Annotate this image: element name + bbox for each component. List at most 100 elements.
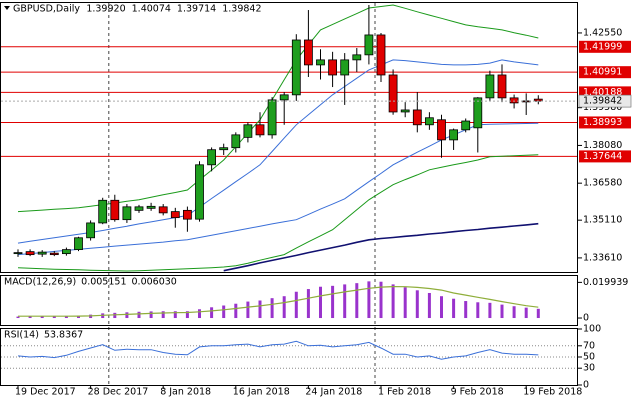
candle-body [485,74,495,99]
candle-body [207,149,217,166]
candle-body [122,206,132,221]
level-label-bg [579,66,631,79]
y-tick-label: 1.33610 [583,252,622,263]
macd-bar [161,311,165,319]
candle-body [473,97,483,129]
panel-title: GBPUSD,Daily [13,4,80,15]
macd-bar [173,311,177,319]
candle-body [98,199,108,224]
macd-bar [524,307,528,319]
macd-bar [427,292,431,319]
macd-bar [282,296,286,319]
macd-bar [306,289,310,319]
candle-body [364,34,374,56]
macd-bar [258,300,262,319]
level-label-bg [579,40,631,53]
candle-body [158,206,168,214]
macd-readout: 0.006030 [132,277,177,288]
candle-body [509,97,519,104]
macd-bar [464,301,468,319]
macd-bar [415,290,419,319]
indicator-line [17,59,539,244]
macd-bar [403,287,407,319]
macd-bar [28,316,32,319]
candle-body [195,164,204,220]
candle-body [255,124,265,136]
y-tick-label: 1.35110 [583,215,622,226]
macd-bar [77,315,80,319]
x-tick-label: 24 Jan 2018 [305,387,362,398]
level-label-bg [579,150,631,163]
macd-bar [512,306,516,319]
candle-body [170,211,180,219]
ohlc-readout: 1.39920 [86,4,125,15]
level-label: 1.41999 [583,41,622,52]
rsi-readout: 53.8367 [44,330,83,341]
collapse-arrow [4,6,10,10]
ohlc-readout: 1.39714 [177,4,216,15]
macd-panel-border [0,275,578,326]
macd-bar [331,285,335,319]
level-label: 1.37644 [583,151,622,162]
candle-body [243,124,253,138]
indicator-line [223,222,539,272]
candle-body [497,74,507,99]
macd-bar [210,307,214,319]
y-tick-label: 1.39580 [583,102,622,113]
macd-bar [500,304,504,319]
macd-bar [185,311,189,319]
x-tick-label: 19 Dec 2017 [15,387,76,398]
macd-bar [16,316,20,319]
last-price-label: 1.39842 [583,96,622,107]
indicator-line [17,154,539,272]
x-tick-label: 1 Feb 2018 [378,387,431,398]
level-label: 1.40188 [583,87,622,98]
macd-bar [367,281,371,319]
level-label: 1.40991 [583,67,622,78]
candle-body [231,134,241,149]
candle-body [86,222,95,239]
macd-bar [440,296,443,319]
y-tick-label: 0 [583,380,589,391]
macd-bar [319,286,322,319]
macd-readout: 0.005151 [81,277,126,288]
macd-bar [222,305,226,319]
candle-body [37,251,47,255]
rsi-line [17,340,539,360]
macd-bar [40,316,44,319]
y-tick-label: 30 [583,363,595,374]
candle-body [376,34,386,76]
macd-bar [246,301,250,319]
rsi-panel-border [0,328,578,386]
y-tick-label: 50 [583,352,595,363]
last-price-bg [578,94,632,108]
candle-body [110,199,120,221]
y-tick-label: 100 [583,324,601,335]
candle-body [13,252,23,255]
signal-line [18,285,539,317]
y-tick-label: 1.36580 [583,178,622,189]
candle-body [219,147,229,151]
macd-bar [198,309,201,319]
candle-body [279,94,289,101]
candle-body [449,129,459,141]
y-tick-label: 0.019939 [583,277,628,288]
panel-title: MACD(12,26,9) [4,277,76,288]
y-tick-label: 1.38080 [583,140,622,151]
candle-body [461,120,471,131]
y-tick-label: 1.42550 [583,27,622,38]
candle-body [146,205,156,209]
y-tick-label: 0 [583,313,589,324]
candle-body [25,251,35,256]
candle-body [182,209,192,220]
y-tick-label: 70 [583,340,595,351]
candle-body [49,252,59,256]
ohlc-readout: 1.39842 [222,4,261,15]
candle-body [134,206,144,211]
candle-body [352,54,362,61]
x-tick-label: 19 Feb 2018 [523,387,582,398]
candle-body [267,99,277,136]
candle-body [291,39,301,96]
x-tick-label: 28 Dec 2017 [88,387,149,398]
macd-bar [294,291,298,319]
